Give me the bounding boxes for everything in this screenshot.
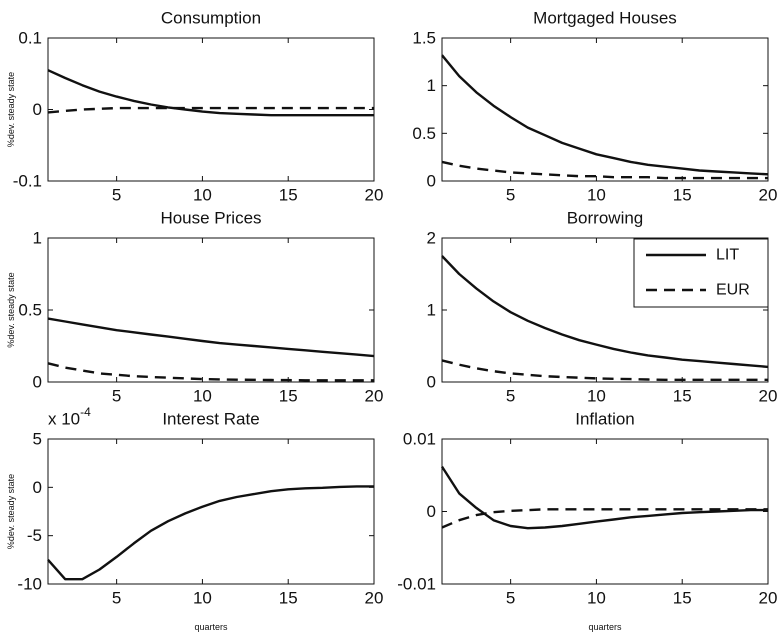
x-tick-label: 5 <box>506 186 515 205</box>
series-line-lit <box>47 69 374 117</box>
x-tick-label: 5 <box>506 589 515 608</box>
y-tick-label: 0 <box>427 172 436 191</box>
y-tick-label: 0 <box>33 478 42 497</box>
y-axis-label: %dev. steady state <box>6 272 16 347</box>
chart-title: Interest Rate <box>162 410 259 429</box>
chart-panel-mortgaged-houses: Mortgaged Houses 1.5 1 0.5 0 5 10 15 20 <box>412 9 777 205</box>
x-tick-label: 20 <box>365 186 384 205</box>
chart-title: Inflation <box>575 410 635 429</box>
chart-title: Mortgaged Houses <box>533 9 677 28</box>
y-tick-label: -10 <box>17 575 42 594</box>
legend-box <box>633 238 769 308</box>
x-tick-label: 15 <box>279 589 298 608</box>
x-tick-label: 20 <box>759 186 778 205</box>
y-tick-label: 0.5 <box>412 124 436 143</box>
x-tick-label: 20 <box>759 387 778 406</box>
x-axis-label: quarters <box>588 622 622 632</box>
y-tick-label: 1 <box>33 229 42 248</box>
x-tick-label: 20 <box>759 589 778 608</box>
plot-frame <box>47 438 375 585</box>
y-tick-label: 0.5 <box>18 301 42 320</box>
y-tick-label: 0 <box>427 373 436 392</box>
x-tick-label: 15 <box>673 186 692 205</box>
chart-panel-consumption: Consumption 0.1 0 -0.1 5 10 15 20 %dev. steady s… <box>6 9 383 205</box>
x-tick-label: 10 <box>587 387 606 406</box>
y-tick-label: 0 <box>427 502 436 521</box>
x-tick-label: 20 <box>365 589 384 608</box>
series-line-lit <box>440 465 768 530</box>
x-tick-label: 15 <box>279 186 298 205</box>
series-line-eur <box>441 160 768 180</box>
y-tick-label: 1 <box>427 76 436 95</box>
series-line-lit <box>441 255 769 369</box>
plot-frame <box>47 237 375 383</box>
y-axis-label: %dev. steady state <box>6 72 16 147</box>
series-line-eur <box>441 359 768 381</box>
x-tick-label: 10 <box>587 186 606 205</box>
x-tick-label: 15 <box>279 387 298 406</box>
y-tick-label: 5 <box>33 430 42 449</box>
x-tick-label: 15 <box>673 589 692 608</box>
plot-frame <box>47 37 375 182</box>
x-tick-label: 15 <box>673 387 692 406</box>
chart-title: House Prices <box>160 209 261 228</box>
chart-panel-house-prices: House Prices 1 0.5 0 5 10 15 20 %dev. steady sta… <box>6 209 383 406</box>
y-axis-label: %dev. steady state <box>6 474 16 549</box>
y-tick-label: 1 <box>427 301 436 320</box>
series-line-eur <box>47 106 374 114</box>
series-line-lit <box>47 317 375 358</box>
x-tick-label: 5 <box>112 186 121 205</box>
y-tick-label: -0.1 <box>13 172 42 191</box>
x-tick-label: 5 <box>112 387 121 406</box>
legend-label-lit: LIT <box>716 247 739 264</box>
x-tick-label: 10 <box>193 589 212 608</box>
series-line-lit <box>441 54 769 176</box>
y-tick-label: 0 <box>33 100 42 119</box>
y-tick-label: 0.1 <box>18 29 42 48</box>
y-tick-label: -0.01 <box>397 575 436 594</box>
x-tick-label: 10 <box>193 387 212 406</box>
x-tick-label: 5 <box>506 387 515 406</box>
x-tick-label: 5 <box>112 589 121 608</box>
y-tick-label: 0 <box>33 373 42 392</box>
x-axis-label: quarters <box>194 622 228 632</box>
legend-label-eur: EUR <box>716 282 750 299</box>
x-tick-label: 10 <box>587 589 606 608</box>
chart-panel-interest-rate: Interest Rate 5 0 -5 -10 5 10 15 20 %dev. steady … <box>6 405 383 632</box>
x-tick-label: 20 <box>365 387 384 406</box>
y-tick-label: -5 <box>27 526 42 545</box>
series-line-eur <box>47 362 374 382</box>
y-tick-label: 1.5 <box>412 29 436 48</box>
y-scale-exponent: -4 <box>80 405 91 419</box>
chart-panel-inflation: Inflation 0.01 0 -0.01 5 10 15 20 quarters <box>397 410 777 633</box>
x-tick-label: 10 <box>193 186 212 205</box>
chart-title: Consumption <box>161 9 261 28</box>
plot-frame <box>441 37 769 182</box>
chart-title: Borrowing <box>567 209 644 228</box>
series-line-eur <box>441 508 768 529</box>
series-line-lit <box>47 485 374 581</box>
y-tick-label: 2 <box>427 229 436 248</box>
y-tick-label: 0.01 <box>403 430 436 449</box>
y-scale-multiplier: x 10-4 <box>48 405 91 429</box>
legend: LIT EUR <box>633 238 769 308</box>
